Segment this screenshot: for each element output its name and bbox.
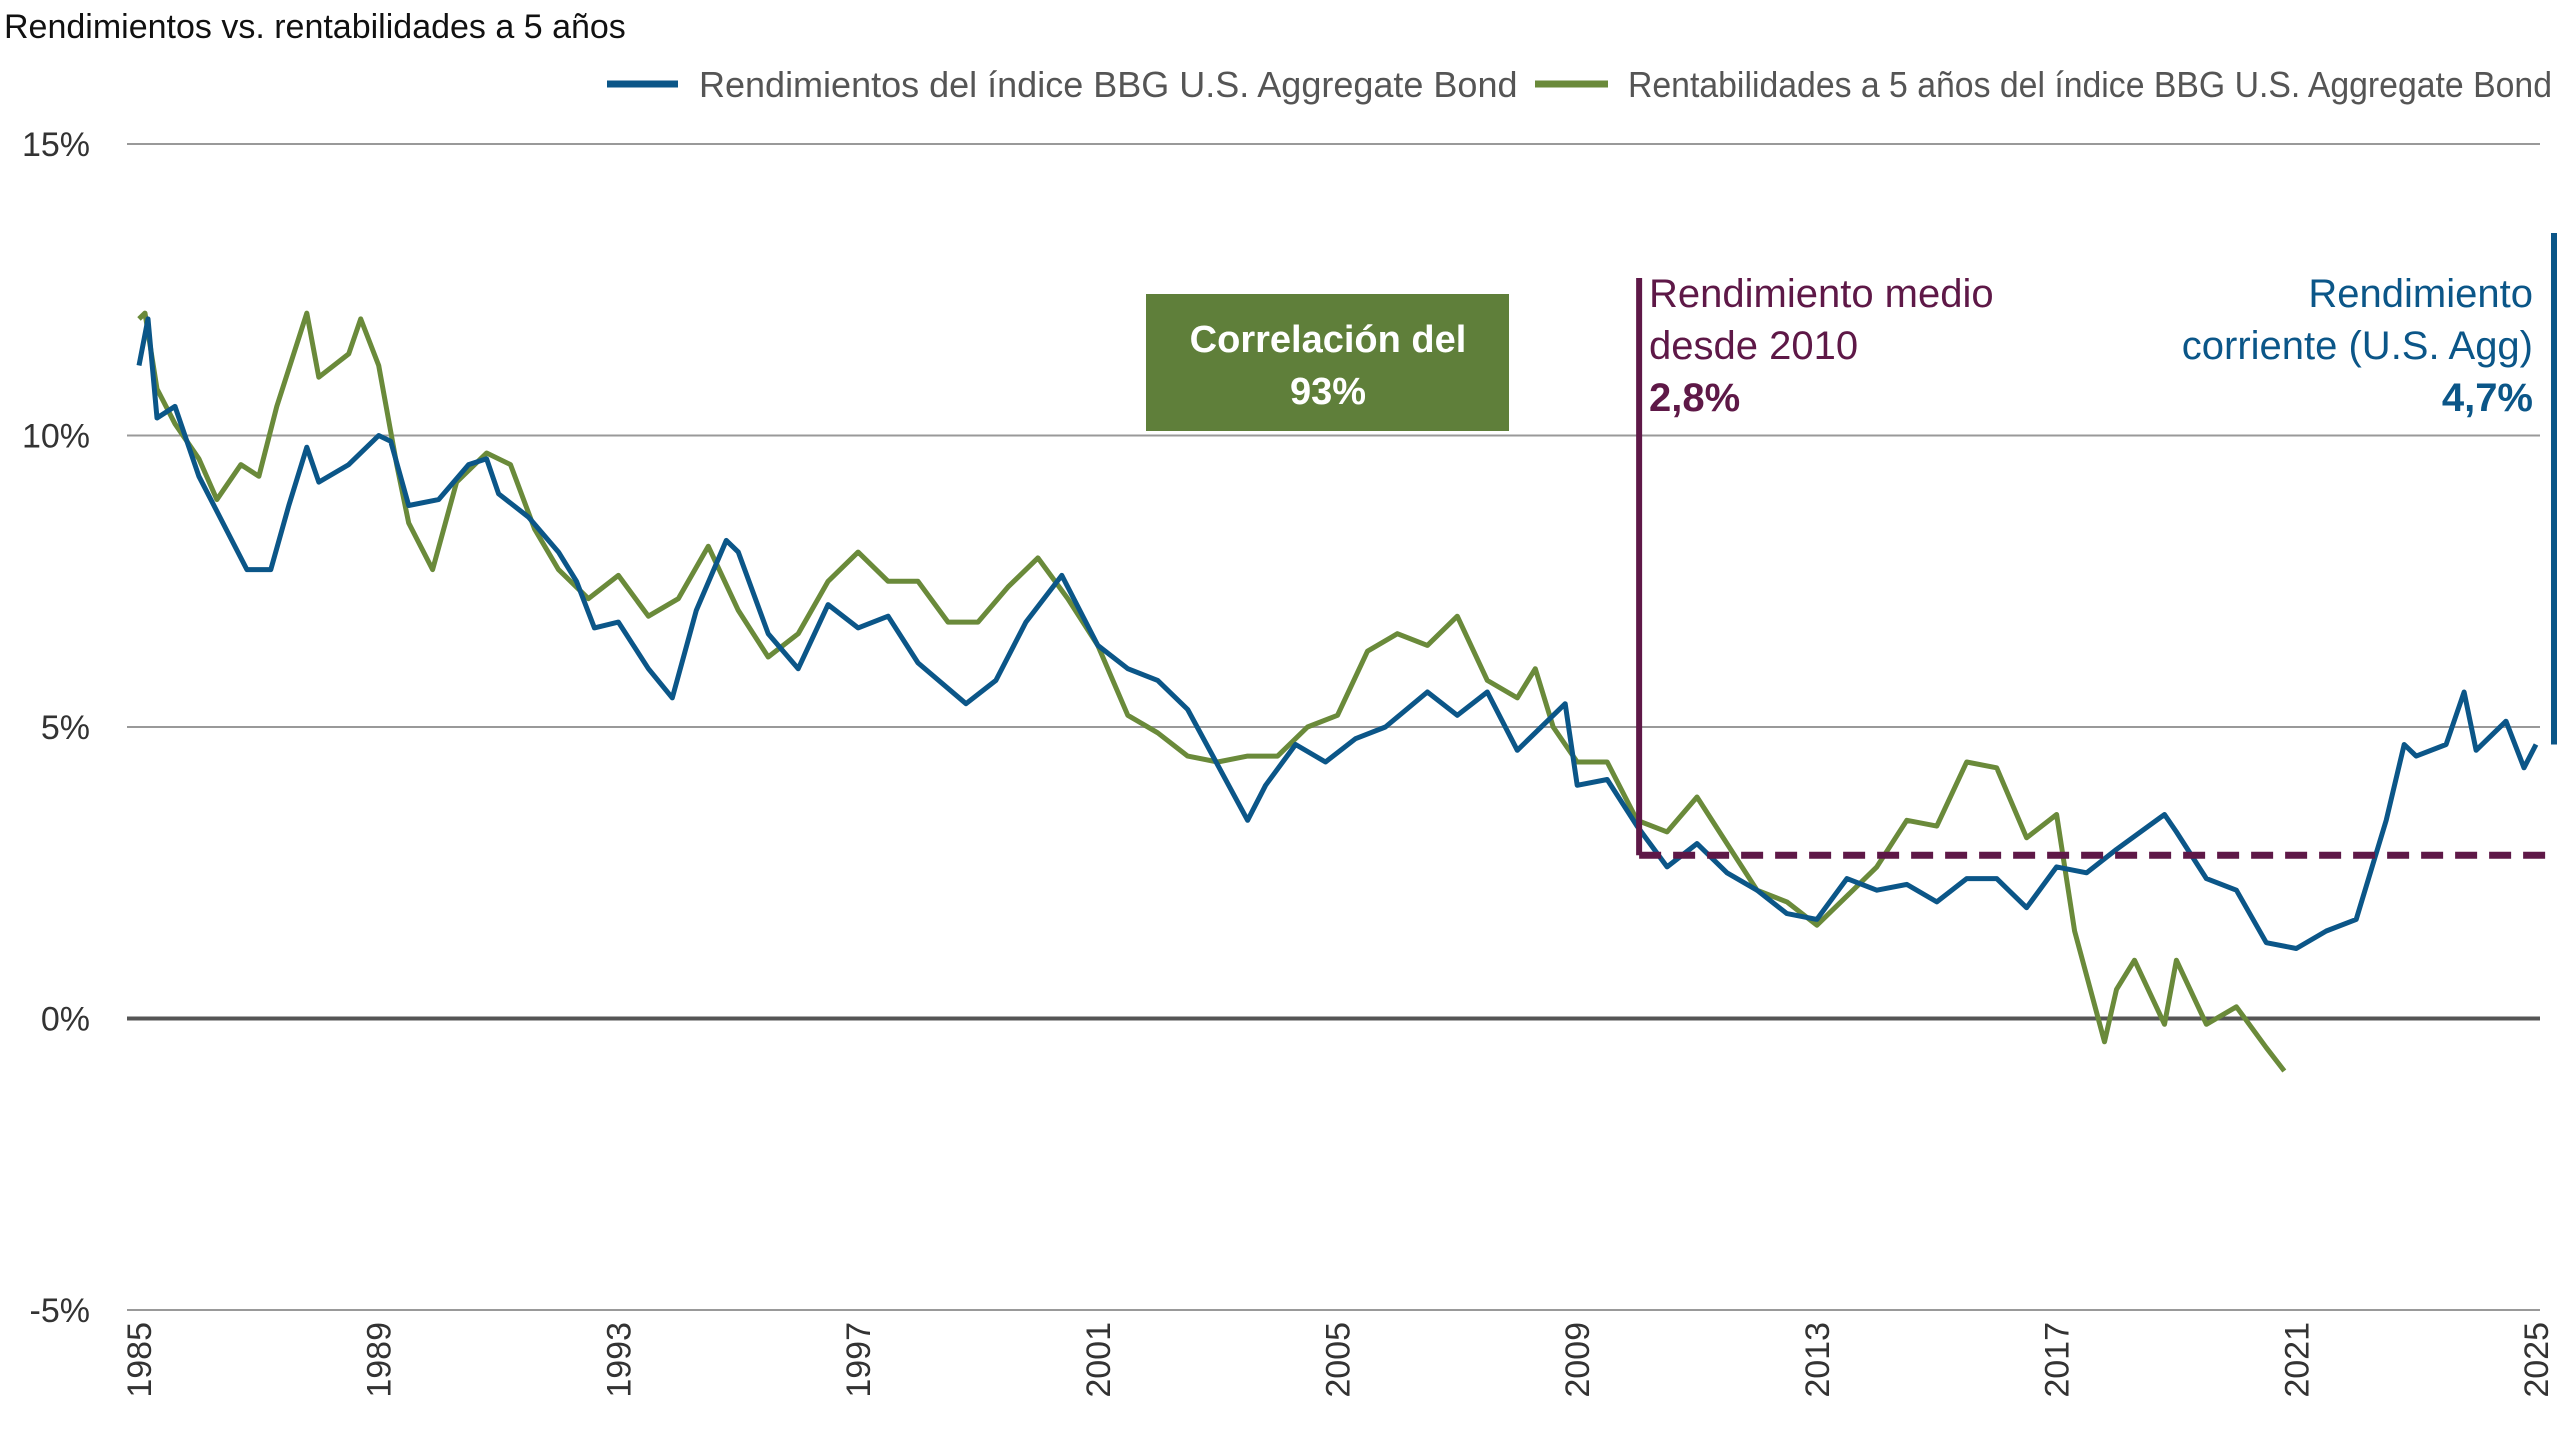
correlation-box: Correlación del 93% xyxy=(1146,294,1509,431)
y-tick-label: 10% xyxy=(22,418,90,456)
y-tick-label: 0% xyxy=(41,1001,90,1039)
x-tick-label: 1985 xyxy=(121,1322,159,1398)
correlation-box-bg xyxy=(1146,294,1509,431)
x-tick-label: 1997 xyxy=(840,1322,878,1398)
x-tick-label: 2001 xyxy=(1080,1322,1118,1398)
x-tick-label: 2025 xyxy=(2518,1322,2556,1398)
x-tick-label: 2009 xyxy=(1559,1322,1597,1398)
y-tick-label: -5% xyxy=(30,1292,90,1330)
x-tick-label: 2021 xyxy=(2278,1322,2316,1398)
current-value: 4,7% xyxy=(2442,376,2533,420)
series-line xyxy=(137,310,2287,1073)
series-lines xyxy=(136,310,2539,1073)
current-annotation: Rendimiento corriente (U.S. Agg) 4,7% xyxy=(2182,233,2557,745)
x-axis: 1985 1989 1993 1997 2001 2005 2009 2013 2017 2021… xyxy=(121,1322,2556,1398)
average-annotation: Rendimiento medio desde 2010 2,8% xyxy=(1636,272,2554,859)
correlation-line-2: 93% xyxy=(1290,371,1366,413)
legend: Rendimientos del índice BBG U.S. Aggrega… xyxy=(607,64,2552,105)
x-tick-label: 2005 xyxy=(1320,1322,1358,1398)
x-tick-label: 1993 xyxy=(600,1322,638,1398)
current-label-2: corriente (U.S. Agg) xyxy=(2182,324,2533,368)
average-label-1: Rendimiento medio xyxy=(1649,272,1994,316)
average-value: 2,8% xyxy=(1649,376,1740,420)
legend-label-returns: Rentabilidades a 5 años del índice BBG U… xyxy=(1628,64,2552,105)
average-label-2: desde 2010 xyxy=(1649,324,1858,368)
y-tick-label: 5% xyxy=(41,709,90,747)
x-tick-label: 1989 xyxy=(361,1322,399,1398)
y-tick-label: 15% xyxy=(22,126,90,164)
chart-title: Rendimientos vs. rentabilidades a 5 años xyxy=(4,8,626,46)
y-axis: 15% 10% 5% 0% -5% xyxy=(22,126,90,1330)
grid xyxy=(127,143,2540,1311)
series-line xyxy=(136,316,2539,951)
current-label-1: Rendimiento xyxy=(2308,272,2533,316)
correlation-line-1: Correlación del xyxy=(1190,319,1467,361)
x-tick-label: 2017 xyxy=(2039,1322,2077,1398)
legend-label-yields: Rendimientos del índice BBG U.S. Aggrega… xyxy=(699,64,1518,105)
x-tick-label: 2013 xyxy=(1799,1322,1837,1398)
